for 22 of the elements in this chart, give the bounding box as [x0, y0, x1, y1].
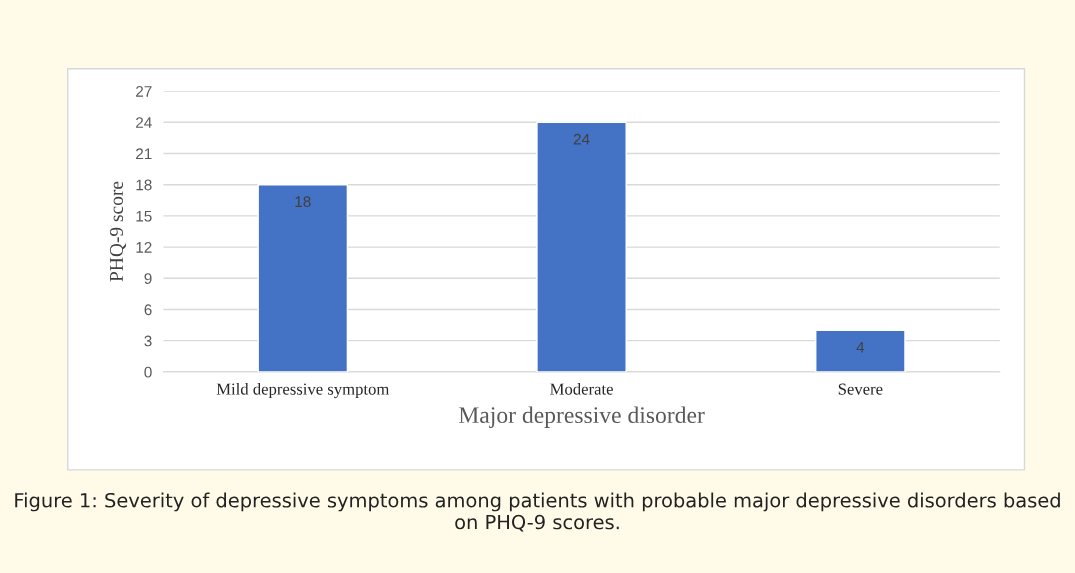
bar	[257, 184, 349, 372]
y-tick-label: 21	[136, 148, 152, 160]
y-tick-label: 27	[136, 85, 152, 97]
y-tick-label: 24	[136, 117, 152, 128]
y-tick-label: 6	[144, 304, 152, 316]
x-tick-label: Moderate	[550, 382, 613, 395]
y-tick-label: 9	[144, 273, 152, 284]
y-tick-label: 12	[136, 241, 152, 253]
x-tick-label: Severe	[838, 383, 883, 395]
y-axis-title: PHQ-9 score	[109, 181, 126, 282]
y-tick-label: 0	[144, 366, 152, 378]
y-tick-label: 15	[136, 210, 152, 222]
data-label: 24	[573, 133, 590, 145]
data-label: 4	[856, 341, 865, 353]
y-tick-label: 3	[144, 335, 152, 347]
x-tick-label: Mild depressive symptom	[216, 382, 390, 399]
data-label: 18	[295, 196, 311, 208]
caption: Figure 1: Severity of depressive symptoms among patients with probable major depressive disorders based on PHQ-9 scores.	[15, 492, 1060, 532]
x-axis-title: Major depressive disorder	[458, 406, 705, 428]
bar	[536, 121, 627, 372]
y-tick-label: 18	[136, 179, 152, 191]
bar	[815, 329, 906, 372]
